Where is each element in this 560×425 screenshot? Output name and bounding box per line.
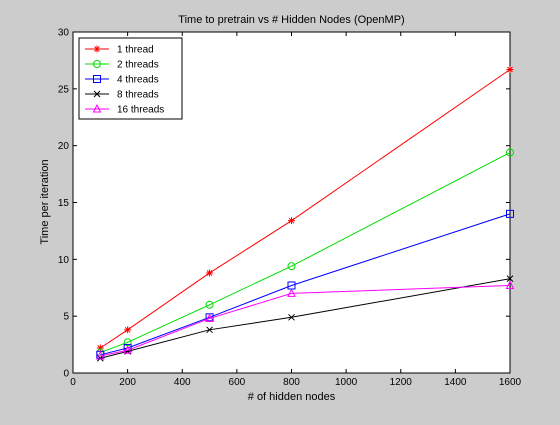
y-tick-label: 10 — [58, 255, 70, 266]
series-line — [100, 213, 511, 356]
data-point — [288, 217, 295, 225]
chart-title: Time to pretrain vs # Hidden Nodes (Open… — [178, 14, 404, 26]
y-tick-label: 15 — [58, 198, 70, 209]
x-tick-label: 1400 — [444, 377, 467, 388]
y-tick-label: 30 — [58, 28, 70, 39]
data-point — [206, 326, 213, 334]
legend-item: 1 thread — [85, 45, 154, 56]
axis-ticks: 0 200 400 600 800 1000 1200 1400 1600 0 5 10 15 20 25 3… — [58, 28, 522, 389]
data-point — [505, 280, 515, 289]
y-tick-label: 25 — [58, 84, 70, 95]
y-axis-label: Time per iteration — [39, 159, 51, 244]
x-axis-label: # of hidden nodes — [248, 391, 336, 403]
legend: 1 thread 2 threads 4 threads 8 threads 16 th… — [78, 37, 183, 120]
data-point — [287, 262, 296, 271]
data-point — [506, 66, 514, 74]
data-point — [506, 148, 514, 157]
data-point — [205, 300, 214, 309]
data-point — [287, 288, 296, 297]
x-tick-label: 1600 — [499, 377, 522, 388]
y-tick-label: 5 — [63, 312, 69, 323]
legend-label: 8 threads — [117, 90, 159, 101]
y-tick-label: 0 — [63, 369, 69, 380]
data-point — [206, 269, 214, 277]
data-point — [506, 275, 514, 283]
series-1 — [96, 66, 514, 352]
legend-marker — [93, 75, 101, 83]
legend-label: 1 thread — [117, 45, 154, 56]
legend-label: 4 threads — [117, 75, 159, 86]
x-tick-label: 600 — [229, 377, 246, 388]
data-point — [506, 209, 514, 218]
x-tick-label: 0 — [70, 377, 76, 388]
legend-label: 16 threads — [117, 105, 164, 116]
legend-marker — [92, 103, 102, 113]
data-point — [288, 313, 295, 321]
data-point — [123, 345, 132, 354]
x-tick-label: 400 — [174, 377, 191, 388]
legend-item: 8 threads — [85, 90, 159, 101]
x-tick-label: 1200 — [390, 377, 413, 388]
legend-label: 2 threads — [117, 60, 159, 71]
data-point — [205, 313, 214, 322]
data-point — [124, 326, 132, 334]
legend-item: 4 threads — [85, 75, 159, 86]
legend-item: 16 threads — [85, 103, 164, 116]
legend-item: 2 threads — [85, 60, 159, 71]
x-tick-label: 200 — [119, 377, 136, 388]
series-4 — [96, 275, 514, 362]
y-tick-label: 20 — [58, 141, 70, 152]
x-tick-label: 800 — [283, 377, 300, 388]
legend-marker — [93, 45, 101, 53]
legend-marker — [93, 60, 101, 68]
series-lines — [96, 66, 515, 362]
legend-marker — [93, 90, 101, 98]
data-point — [96, 344, 104, 352]
series-line — [100, 152, 511, 354]
series-line — [100, 284, 511, 357]
x-tick-label: 1000 — [335, 377, 358, 388]
series-5 — [96, 280, 515, 360]
data-point — [96, 350, 105, 360]
